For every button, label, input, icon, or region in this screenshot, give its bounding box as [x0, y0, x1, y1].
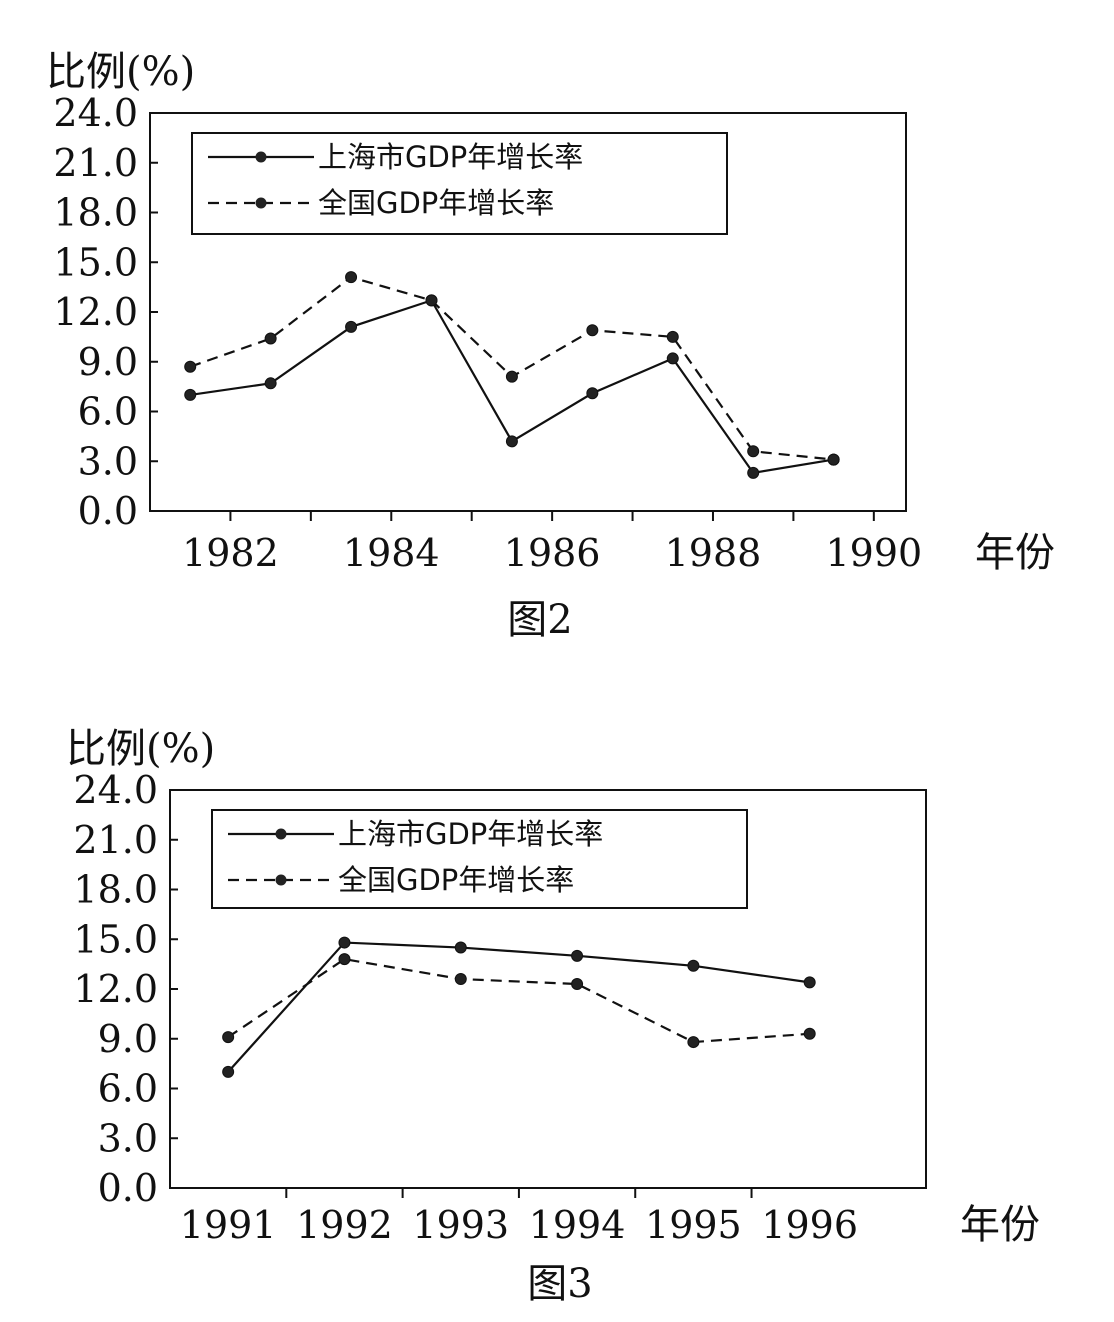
figure-caption: 图3 [527, 1261, 592, 1307]
y-tick-label: 3.0 [98, 1116, 158, 1160]
x-tick-label: 1988 [665, 531, 762, 575]
legend-label-1: 上海市GDP年增长率 [338, 817, 603, 851]
chart-figure-3: 比例(%) 0.0 3.0 6.0 9.0 12.0 15.0 18.0 21.0 24.0 199… [66, 726, 1040, 1307]
y-tick-label: 9.0 [78, 340, 138, 384]
series-2-point [747, 445, 760, 458]
series-2-point [454, 973, 467, 986]
series-1-point [454, 941, 467, 954]
y-tick-label: 21.0 [53, 141, 138, 185]
series-2-point [505, 370, 518, 383]
legend-swatch-marker-1 [255, 151, 267, 163]
series-2-point [803, 1027, 816, 1040]
series-2-point [345, 271, 358, 284]
y-tick-label: 21.0 [73, 818, 158, 862]
series-2-point [222, 1031, 235, 1044]
y-tick-label: 18.0 [73, 868, 158, 912]
x-tick-label: 1995 [645, 1203, 742, 1247]
y-tick-label: 24.0 [73, 768, 158, 812]
legend-label-2: 全国GDP年增长率 [318, 186, 554, 220]
series-1-point [571, 949, 584, 962]
series-line-2 [189, 275, 834, 461]
series-line-1 [227, 941, 810, 1073]
x-tick-label: 1990 [825, 531, 922, 575]
legend-label-2: 全国GDP年增长率 [338, 863, 574, 897]
series-2-point [264, 332, 277, 345]
x-tick-label: 1991 [180, 1203, 277, 1247]
series-1-point [747, 466, 760, 479]
series-1-point [338, 936, 351, 949]
series-1-point [264, 377, 277, 390]
series-1-point [345, 320, 358, 333]
series-line-2 [227, 957, 810, 1044]
y-tick-label: 6.0 [98, 1067, 158, 1111]
legend-box [191, 132, 728, 235]
series-2-point [338, 953, 351, 966]
series-1-point [687, 959, 700, 972]
legend-swatch-marker-2 [275, 874, 287, 886]
figure-caption: 图2 [507, 597, 572, 643]
series-2-point [571, 978, 584, 991]
series-1-point [586, 387, 599, 400]
y-tick-label: 24.0 [53, 91, 138, 135]
x-axis-title: 年份 [960, 1202, 1040, 1248]
series-2-point [666, 330, 679, 343]
series-2-point [425, 294, 438, 307]
series-1-point [184, 388, 197, 401]
series-1-point [666, 352, 679, 365]
y-axis-title: 比例(%) [46, 49, 195, 95]
y-tick-label: 6.0 [78, 390, 138, 434]
series-2-point [687, 1036, 700, 1049]
series-2-point [827, 453, 840, 466]
y-tick-label: 12.0 [73, 967, 158, 1011]
y-axis-title: 比例(%) [66, 726, 215, 772]
series-2-point [586, 324, 599, 337]
x-tick-label: 1986 [504, 531, 601, 575]
legend-label-1: 上海市GDP年增长率 [318, 140, 583, 174]
y-tick-label: 0.0 [98, 1166, 158, 1210]
x-tick-label: 1993 [412, 1203, 509, 1247]
y-tick-label: 12.0 [53, 290, 138, 334]
y-tick-label: 15.0 [73, 917, 158, 961]
y-tick-label: 3.0 [78, 439, 138, 483]
series-1-point [222, 1065, 235, 1078]
x-tick-label: 1996 [761, 1203, 858, 1247]
y-tick-label: 18.0 [53, 191, 138, 235]
chart-figure-2: 比例(%) 0.0 3.0 6.0 9.0 12.0 15.0 18.0 21.0 24.0 198… [46, 49, 1055, 643]
legend-swatch-marker-1 [275, 828, 287, 840]
x-tick-label: 1992 [296, 1203, 393, 1247]
y-tick-label: 15.0 [53, 240, 138, 284]
legend-box [211, 809, 748, 909]
y-tick-label: 9.0 [98, 1017, 158, 1061]
x-axis-title: 年份 [975, 530, 1055, 576]
x-tick-label: 1994 [529, 1203, 626, 1247]
x-tick-label: 1984 [343, 531, 440, 575]
series-1-point [803, 976, 816, 989]
x-tick-label: 1982 [182, 531, 279, 575]
y-tick-label: 0.0 [78, 489, 138, 533]
legend-swatch-marker-2 [255, 197, 267, 209]
series-2-point [184, 360, 197, 373]
series-1-point [505, 435, 518, 448]
